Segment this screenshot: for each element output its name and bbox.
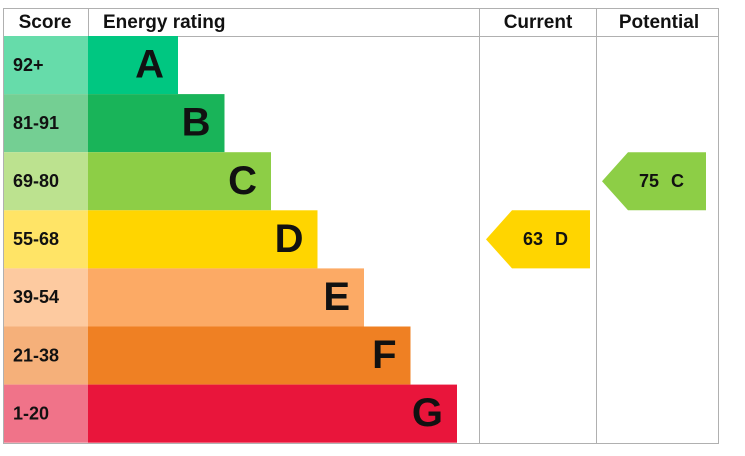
current-letter: D bbox=[555, 229, 568, 249]
score-label: 92+ bbox=[13, 55, 44, 75]
score-cell bbox=[4, 384, 88, 443]
score-cell bbox=[4, 268, 88, 327]
rating-bar bbox=[88, 326, 411, 385]
rating-letter: F bbox=[372, 333, 396, 377]
rating-bar bbox=[88, 152, 271, 211]
header-rating: Energy rating bbox=[103, 12, 225, 33]
current-arrow bbox=[486, 210, 590, 269]
potential-arrow bbox=[602, 152, 706, 211]
rating-letter: A bbox=[135, 43, 164, 87]
rating-bar bbox=[88, 210, 318, 269]
rating-letter: C bbox=[228, 159, 257, 203]
score-cell bbox=[4, 210, 88, 269]
score-label: 55-68 bbox=[13, 229, 59, 249]
potential-letter: C bbox=[671, 171, 684, 191]
score-label: 39-54 bbox=[13, 287, 59, 307]
rating-bar bbox=[88, 94, 225, 153]
rating-bar bbox=[88, 268, 364, 327]
header-score: Score bbox=[19, 12, 72, 33]
potential-value: 75 bbox=[639, 171, 659, 191]
score-label: 1-20 bbox=[13, 403, 49, 423]
current-value: 63 bbox=[523, 229, 543, 249]
score-label: 21-38 bbox=[13, 345, 59, 365]
rating-letter: G bbox=[412, 391, 443, 435]
rating-bar bbox=[88, 384, 457, 443]
rating-bar bbox=[88, 36, 178, 95]
header-current: Current bbox=[504, 12, 573, 33]
rating-letter: B bbox=[182, 101, 211, 145]
score-cell bbox=[4, 94, 88, 153]
header-potential: Potential bbox=[619, 12, 699, 33]
score-cell bbox=[4, 36, 88, 95]
score-label: 81-91 bbox=[13, 113, 59, 133]
score-cell bbox=[4, 152, 88, 211]
score-cell bbox=[4, 326, 88, 385]
grid bbox=[3, 8, 719, 444]
rating-letter: E bbox=[323, 275, 350, 319]
rating-letter: D bbox=[275, 217, 304, 261]
score-label: 69-80 bbox=[13, 171, 59, 191]
